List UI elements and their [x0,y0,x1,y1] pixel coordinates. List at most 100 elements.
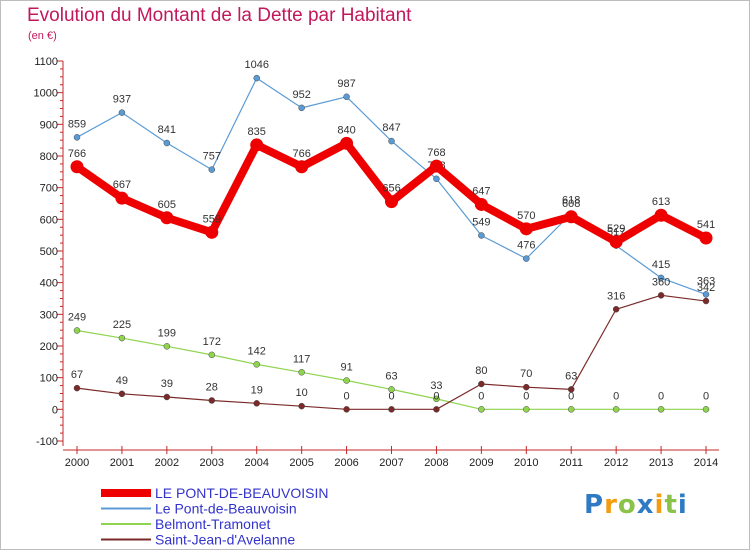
data-point [295,160,309,174]
data-point [73,134,81,141]
data-label: 415 [652,259,670,271]
data-point [702,406,710,413]
data-label: 33 [430,380,442,392]
y-tick-label: 1100 [34,56,58,68]
y-tick-label: -100 [36,436,58,448]
logo-letter: x [636,490,655,520]
data-point [702,297,710,305]
data-point [118,109,126,116]
x-tick-label: 2012 [604,457,628,469]
data-label: 835 [248,126,266,138]
data-label: 142 [248,345,266,357]
data-point [702,291,710,298]
y-tick-label: 100 [40,373,58,385]
y-tick-label: 1000 [34,88,58,100]
data-point [73,327,81,334]
data-point [160,211,174,225]
x-tick-label: 2008 [424,457,448,469]
data-label: 49 [116,375,128,387]
data-point [253,400,260,407]
data-label: 766 [68,148,86,160]
data-label: 608 [562,198,580,210]
data-label: 768 [427,147,445,159]
data-point [609,235,623,249]
data-label: 618 [562,195,580,207]
data-label: 667 [113,179,131,191]
data-label: 316 [607,290,625,302]
data-point [73,384,81,392]
data-label: 847 [382,122,400,134]
data-point [654,208,668,222]
data-point [388,406,395,413]
data-point [478,380,485,388]
y-tick-label: 600 [40,214,58,226]
y-tick-label: 300 [40,309,58,321]
data-label: 0 [613,390,619,402]
data-point [250,138,264,152]
logo-letter: P [584,490,605,520]
data-point [474,197,488,211]
data-label: 0 [568,390,574,402]
data-label: 117 [293,353,311,365]
axes: -100010020030040050060070080090010001100… [34,56,719,469]
data-point [523,406,530,413]
x-tick-label: 2006 [334,457,358,469]
data-point [567,406,575,413]
data-point [298,402,305,410]
legend-label: Belmont-Tramonet [155,516,271,532]
data-label: 647 [472,185,490,197]
x-tick-label: 2011 [559,457,583,469]
data-point [657,406,665,413]
data-point [433,175,440,183]
data-label: 0 [344,390,350,402]
data-label: 541 [697,219,715,231]
data-point [523,383,530,391]
data-label: 1046 [244,59,268,71]
data-label: 80 [475,365,487,377]
data-label: 0 [433,390,439,402]
series-3: 766 667 605 559 835 766 840 656 768 647 570 608 529 6… [68,124,715,249]
data-label: 476 [517,240,535,252]
data-label: 19 [251,384,263,396]
chart-title: Evolution du Montant de la Dette par Hab… [27,5,412,26]
data-label: 249 [68,311,86,323]
data-label: 757 [203,151,221,163]
data-point [118,334,126,342]
data-point [163,139,171,147]
x-tick-label: 2009 [469,457,493,469]
data-point [433,406,440,413]
x-tick-label: 2014 [694,457,718,469]
data-label: 0 [658,390,664,402]
data-point [298,369,305,376]
data-point [343,93,350,101]
data-point [253,74,260,82]
data-label: 570 [517,210,535,222]
data-label: 766 [292,148,310,160]
data-point [612,406,620,413]
data-point [163,393,171,401]
data-point [388,137,395,145]
data-point [343,377,350,384]
y-tick-label: 400 [40,278,58,290]
x-tick-label: 2007 [379,457,403,469]
data-label: 172 [203,336,221,348]
data-label: 952 [292,89,310,101]
data-label: 199 [158,327,176,339]
data-point [205,225,219,239]
data-point [657,274,665,282]
data-label: 529 [607,223,625,235]
data-point [519,222,533,236]
data-point [699,231,713,245]
data-label: 342 [697,282,715,294]
data-point [340,136,354,150]
proxiti-logo: Proxiti [584,490,688,520]
logo-letter: t [664,490,678,520]
data-label: 10 [296,387,308,399]
data-point [253,361,260,368]
data-point [70,160,84,174]
data-point [298,104,305,112]
data-label: 63 [565,370,577,382]
data-label: 840 [337,124,355,136]
